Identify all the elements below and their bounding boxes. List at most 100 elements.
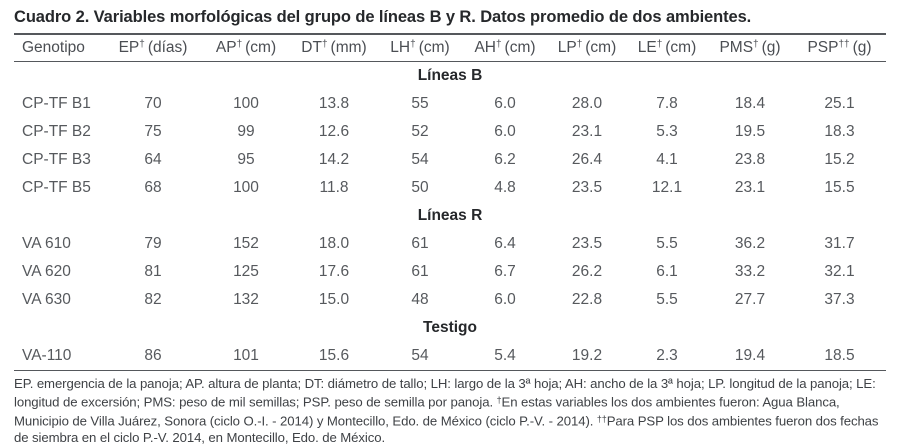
value-cell: 61 — [411, 263, 429, 281]
value-cell: 82 — [144, 291, 162, 309]
value-cell: 32.1 — [824, 263, 855, 281]
genotype-cell: CP-TF B1 — [22, 95, 91, 113]
value-cell: 68 — [144, 179, 162, 197]
value-cell: 23.1 — [571, 123, 603, 141]
column-header-lp: LP† (cm) — [547, 40, 627, 56]
column-header-psp: PSP†† (g) — [793, 40, 886, 56]
value-cell: 25.1 — [824, 95, 855, 113]
value-cell: 6.0 — [494, 123, 516, 141]
value-cell: 14.2 — [318, 151, 350, 169]
value-cell: 19.4 — [734, 347, 766, 365]
table-row: CP-TF B5 68 100 11.8 50 4.8 23.5 12.1 23.1 15.5 — [14, 174, 886, 202]
column-header-lh: LH† (cm) — [377, 40, 463, 56]
table-row: VA 620 81 125 17.6 61 6.7 26.2 6.1 33.2 32.1 — [14, 258, 886, 286]
value-cell: 13.8 — [318, 95, 350, 113]
value-cell: 54 — [411, 151, 429, 169]
value-cell: 15.2 — [824, 151, 855, 169]
dagger-superscript: † — [495, 39, 502, 51]
column-unit: (cm) — [504, 39, 536, 57]
dagger-superscript: † — [139, 39, 145, 51]
value-cell: 70 — [144, 95, 162, 113]
value-cell: 18.5 — [824, 347, 855, 365]
value-cell: 5.5 — [656, 235, 678, 253]
value-cell: 26.2 — [571, 263, 603, 281]
column-unit: (días) — [147, 39, 188, 57]
column-abbr: AH — [474, 39, 496, 57]
value-cell: 19.2 — [571, 347, 603, 365]
column-header-dt: DT† (mm) — [291, 40, 377, 56]
column-unit: (cm) — [585, 39, 617, 57]
column-abbr: LE — [637, 39, 657, 57]
table-title: Cuadro 2. Variables morfológicas del gru… — [14, 8, 752, 26]
value-cell: 23.8 — [734, 151, 766, 169]
column-abbr: PSP — [807, 39, 839, 57]
column-header-pms: PMS† (g) — [707, 40, 793, 56]
value-cell: 23.5 — [571, 235, 603, 253]
value-cell: 4.1 — [656, 151, 678, 169]
value-cell: 6.2 — [494, 151, 516, 169]
column-abbr: PMS — [719, 39, 754, 57]
value-cell: 12.6 — [318, 123, 350, 141]
genotype-cell: VA 610 — [22, 235, 71, 253]
value-cell: 31.7 — [824, 235, 855, 253]
value-cell: 100 — [233, 179, 259, 197]
value-cell: 132 — [233, 291, 259, 309]
column-header-ah: AH† (cm) — [463, 40, 547, 56]
column-unit: (cm) — [245, 39, 277, 57]
value-cell: 50 — [411, 179, 429, 197]
value-cell: 6.4 — [494, 235, 516, 253]
value-cell: 152 — [233, 235, 259, 253]
table-row: CP-TF B3 64 95 14.2 54 6.2 26.4 4.1 23.8 15.2 — [14, 146, 886, 174]
value-cell: 48 — [411, 291, 429, 309]
value-cell: 6.0 — [494, 95, 516, 113]
value-cell: 79 — [144, 235, 162, 253]
value-cell: 64 — [144, 151, 162, 169]
dagger-superscript: † — [656, 39, 663, 51]
dagger-superscript: † — [753, 39, 759, 51]
column-abbr: LP — [557, 39, 577, 57]
genotype-cell: CP-TF B2 — [22, 123, 91, 141]
section-row: Líneas B — [14, 62, 886, 90]
column-unit: (g) — [852, 39, 872, 57]
value-cell: 28.0 — [571, 95, 603, 113]
column-header-ap: AP† (cm) — [201, 40, 291, 56]
value-cell: 100 — [233, 95, 259, 113]
value-cell: 6.0 — [494, 291, 516, 309]
section-row: Testigo — [14, 314, 886, 342]
value-cell: 5.4 — [494, 347, 516, 365]
footnote-text: EP. emergencia de la panoja; AP. altura … — [14, 376, 876, 410]
column-header-le: LE† (cm) — [627, 40, 707, 56]
value-cell: 37.3 — [824, 291, 855, 309]
value-cell: 18.4 — [734, 95, 766, 113]
column-unit: (cm) — [665, 39, 697, 57]
column-abbr: EP — [118, 39, 140, 57]
dagger-superscript: † — [321, 39, 328, 51]
table-body: Líneas B CP-TF B1 70 100 13.8 55 6.0 28.0 7.8 18.… — [14, 62, 886, 370]
column-unit: (cm) — [418, 39, 450, 57]
value-cell: 55 — [411, 95, 429, 113]
table-row: CP-TF B1 70 100 13.8 55 6.0 28.0 7.8 18.4 25.1 — [14, 90, 886, 118]
genotype-cell: CP-TF B3 — [22, 151, 91, 169]
value-cell: 52 — [411, 123, 429, 141]
value-cell: 15.5 — [824, 179, 855, 197]
dagger-superscript: †† — [838, 39, 850, 51]
column-abbr: Genotipo — [22, 39, 85, 57]
value-cell: 86 — [144, 347, 162, 365]
value-cell: 4.8 — [494, 179, 516, 197]
value-cell: 81 — [144, 263, 162, 281]
genotype-cell: VA 630 — [22, 291, 71, 309]
section-label: Líneas R — [417, 207, 483, 225]
genotype-cell: VA-110 — [22, 347, 72, 365]
column-unit: (g) — [761, 39, 781, 57]
value-cell: 22.8 — [571, 291, 603, 309]
dagger-superscript: † — [236, 39, 243, 51]
value-cell: 23.5 — [571, 179, 603, 197]
value-cell: 2.3 — [656, 347, 678, 365]
column-abbr: LH — [390, 39, 411, 57]
table-row: CP-TF B2 75 99 12.6 52 6.0 23.1 5.3 19.5 18.3 — [14, 118, 886, 146]
footnote-dagger: † — [496, 395, 502, 406]
value-cell: 18.3 — [824, 123, 855, 141]
section-label: Testigo — [423, 319, 477, 337]
value-cell: 11.8 — [319, 179, 349, 197]
value-cell: 61 — [411, 235, 429, 253]
